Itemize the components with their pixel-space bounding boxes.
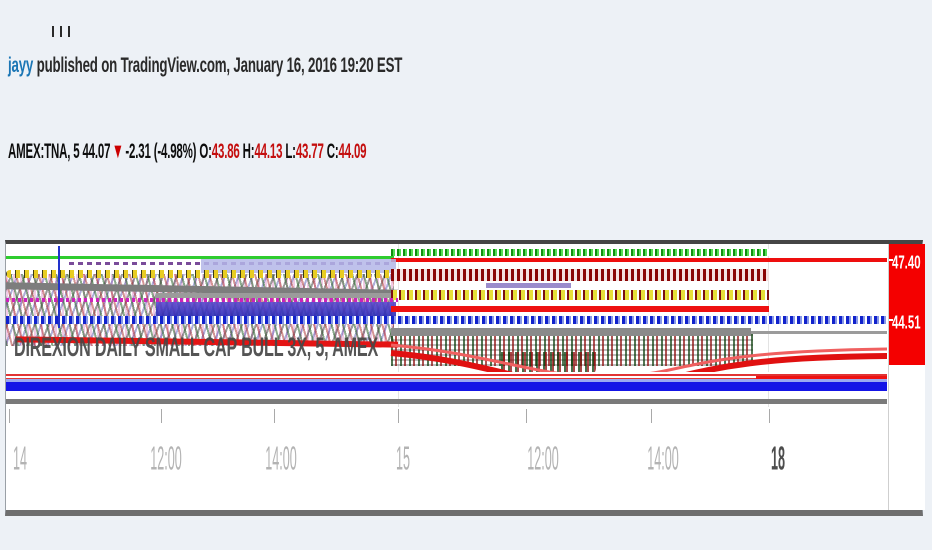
yellow-dotted-line-right — [391, 290, 769, 300]
thick-blue-line — [6, 382, 887, 391]
cropped-glyph-marks — [52, 26, 74, 38]
blue-dotted-line — [6, 316, 887, 324]
low-value: 43.77 — [295, 139, 324, 163]
time-label-emphasized: 18 — [770, 439, 786, 477]
price-label-upper: 47.40 — [892, 252, 921, 273]
high-label: H: — [239, 139, 255, 163]
green-ma-line — [6, 256, 394, 259]
violet-segment — [486, 283, 571, 288]
gray-extension-line — [751, 331, 887, 334]
green-dotted-line — [391, 249, 769, 256]
publish-header: jayy published on TradingView.com, Janua… — [8, 52, 423, 77]
darkred-dotted-line — [391, 269, 769, 281]
low-label: L: — [282, 139, 296, 163]
last-price: 44.07 — [82, 139, 111, 163]
red-level-line-top — [391, 258, 887, 262]
ticker-status-line: AMEX:TNA, 5 44.07 ▼ -2.31 (-4.98%) O:43.86… — [8, 138, 430, 163]
magenta-dotted-line — [6, 298, 398, 302]
down-triangle-icon: ▼ — [112, 138, 124, 163]
gray-bottom-line — [6, 399, 887, 404]
symbol-interval: AMEX:TNA, 5 — [8, 139, 83, 163]
time-label: 14:00 — [647, 439, 679, 477]
session-gridline — [398, 244, 399, 407]
blue-line-glow — [6, 379, 887, 382]
open-label: O: — [199, 139, 212, 163]
time-tick — [398, 409, 399, 423]
chart-widget: DIREXION DAILY SMALL CAP BULL 3X, 5, AME… — [5, 240, 925, 516]
blue-purple-band — [156, 302, 396, 316]
price-change: -2.31 (-4.98%) — [125, 139, 200, 163]
blue-vertical-line — [58, 246, 60, 328]
time-tick — [769, 409, 770, 423]
time-tick — [274, 409, 275, 423]
high-value: 44.13 — [254, 139, 283, 163]
username-link[interactable]: jayy — [8, 52, 34, 77]
chart-plot-area[interactable]: DIREXION DAILY SMALL CAP BULL 3X, 5, AME… — [6, 244, 887, 407]
price-tick-notch — [889, 319, 893, 321]
time-label: 15 — [395, 439, 411, 477]
symbol-watermark: DIREXION DAILY SMALL CAP BULL 3X, 5, AME… — [14, 332, 379, 363]
red-white-striped-band — [6, 372, 887, 380]
open-value: 43.86 — [211, 139, 240, 163]
lavender-band — [201, 259, 396, 273]
time-axis[interactable]: 14 12:00 14:00 15 12:00 14:00 18 — [6, 407, 888, 510]
time-label: 14 — [12, 439, 28, 477]
gray-band-right — [391, 328, 751, 336]
close-value: 44.09 — [338, 139, 367, 163]
close-label: C: — [323, 139, 339, 163]
time-tick — [651, 409, 652, 423]
price-axis[interactable]: 47.40 44.51 — [888, 244, 925, 510]
time-label: 14:00 — [265, 439, 297, 477]
time-tick — [526, 409, 527, 423]
publish-text: published on TradingView.com, January 16… — [33, 52, 403, 77]
gray-band — [156, 293, 398, 298]
session-gridline — [768, 244, 769, 407]
time-tick — [9, 409, 10, 423]
price-axis-red-panel — [889, 244, 925, 365]
time-label: 12:00 — [150, 439, 182, 477]
price-tick-notch — [889, 259, 893, 261]
time-label: 12:00 — [527, 439, 559, 477]
yellow-dotted-line — [6, 270, 394, 278]
time-tick — [161, 409, 162, 423]
red-level-line-mid — [391, 306, 769, 312]
price-label-lower: 44.51 — [892, 312, 921, 333]
